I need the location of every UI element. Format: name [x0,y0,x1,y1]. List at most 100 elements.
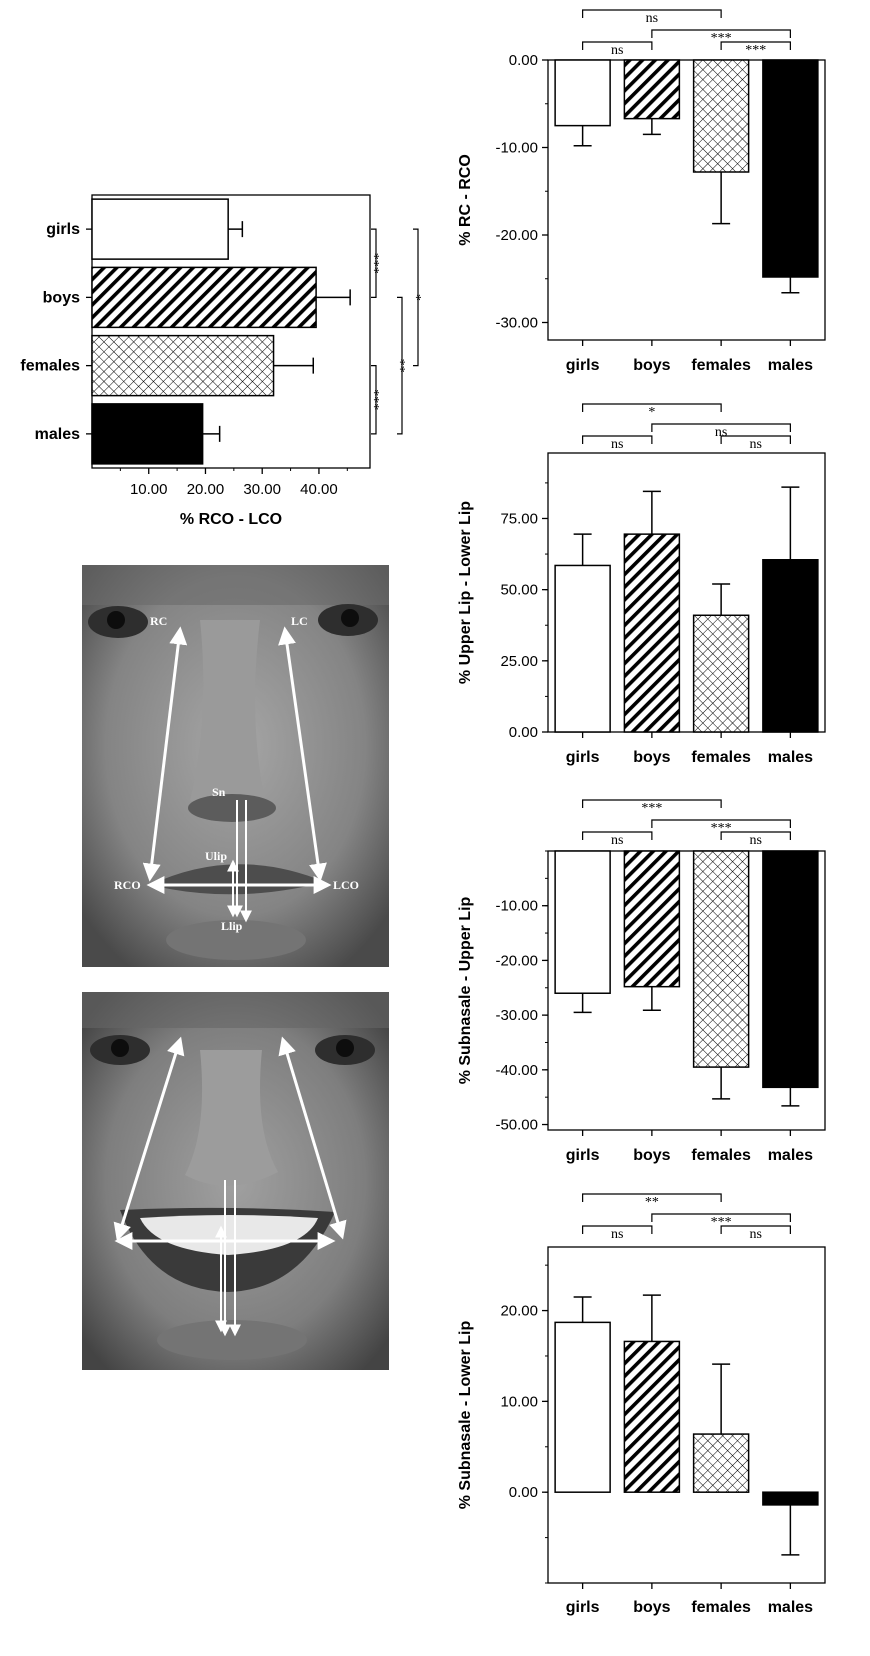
bar-boys [623,59,681,120]
lc-lco-line [278,626,327,882]
category-label-girls: girls [566,749,600,766]
neutral-photo-brow [82,565,389,605]
label-sn: Sn [212,785,226,799]
category-label-girls: girls [566,1147,600,1164]
chart-subnasale-upper-lip: girls boys females males -10.00 -20.00 -30.00 -… [457,799,826,1164]
smiling-left-pupil [111,1039,129,1057]
significance-label: ns [611,43,623,58]
label-rc: RC [150,614,167,628]
significance-label: ** [645,1195,659,1210]
plot-frame [547,59,826,341]
smiling-photo-brow [82,992,389,1028]
significance-bracket [371,365,377,435]
significance-bracket [582,1225,653,1234]
label-ulip: Ulip [205,849,227,863]
significance-label: * [408,294,423,301]
x-tick-label: 40.00 [300,481,338,498]
bar-girls [91,198,229,260]
neutral-right-pupil [341,609,359,627]
y-axis-label: % RC - RCO [457,154,474,246]
y-tick-label: 25.00 [500,653,538,670]
x-axis-label: % RCO - LCO [180,511,282,528]
y-tick-label: -10.00 [495,140,538,157]
category-label-females: females [691,357,751,374]
y-tick-label: -30.00 [495,315,538,332]
significance-bracket [582,41,653,50]
smiling-right-pupil [336,1039,354,1057]
significance-label: *** [711,31,732,46]
y-tick-label: -20.00 [495,227,538,244]
plot-frame [547,850,826,1131]
category-label-boys: boys [633,1599,670,1616]
y-tick-label: -20.00 [495,952,538,969]
significance-label: ns [750,1227,762,1242]
label-rco: RCO [114,878,141,892]
significance-label: ** [392,359,407,373]
category-label-males: males [768,1599,813,1616]
smiling-chin [157,1320,307,1360]
significance-label: *** [366,253,381,274]
category-label-girls: girls [566,1599,600,1616]
category-label-females: females [691,749,751,766]
significance-bracket [651,29,791,38]
significance-label: ns [715,425,727,440]
significance-label: *** [641,801,662,816]
bar-boys [623,533,681,733]
bar-females [91,334,275,397]
smiling-nose [185,1050,278,1186]
face-photo-smiling [82,992,389,1370]
significance-bracket [397,296,403,435]
significance-label: *** [366,389,381,410]
significance-bracket [582,435,653,444]
significance-label: ns [750,833,762,848]
significance-bracket [651,423,791,432]
chart-rco-lco: girls boys females males 10.00 20.00 30.00 40.0… [20,194,423,528]
bar-males [762,59,819,278]
x-tick-label: 20.00 [187,481,225,498]
label-lc: LC [291,614,308,628]
significance-label: ns [646,11,658,26]
significance-label: ns [611,437,623,452]
y-axis-label: % Upper Lip - Lower Lip [457,501,474,684]
significance-bracket [651,819,791,828]
bar-females [692,59,750,173]
significance-label: ns [611,833,623,848]
category-label-girls: girls [46,221,80,238]
y-axis-label: % Subnasale - Lower Lip [457,1321,474,1510]
significance-bracket [582,403,722,412]
significance-bracket [413,228,419,367]
significance-bracket [720,1225,791,1234]
y-tick-label: 50.00 [500,582,538,599]
y-tick-label: 0.00 [509,1484,538,1501]
smiling-measurement-lines [113,1036,347,1337]
category-label-girls: girls [566,357,600,374]
category-label-females: females [691,1599,751,1616]
significance-bracket [720,435,791,444]
y-tick-label: 0.00 [509,52,538,69]
neutral-nose [190,620,265,813]
smile-left-line [278,1036,347,1240]
category-label-males: males [35,426,80,443]
bar-girls [554,564,611,733]
face-photo-neutral: RC LC Sn Ulip RCO LCO Llip [82,565,389,967]
y-tick-label: -40.00 [495,1062,538,1079]
bar-females [692,614,750,733]
significance-label: ns [750,437,762,452]
plot-frame [547,1246,826,1584]
bar-girls [554,1321,611,1493]
y-tick-label: 75.00 [500,510,538,527]
category-label-females: females [20,358,80,375]
rc-rco-line [142,626,188,882]
label-llip: Llip [221,919,243,933]
chart-rc-rco: girls boys females males 0.00 -10.00 -20.00 -30… [457,9,826,374]
category-label-boys: boys [43,289,80,306]
significance-bracket [720,41,791,50]
y-axis-label: % Subnasale - Upper Lip [457,896,474,1084]
significance-label: *** [745,43,766,58]
category-label-males: males [768,1147,813,1164]
significance-label: *** [711,1215,732,1230]
chart-subnasale-lower-lip: girls boys females males 0.00 10.00 20.00 % Sub… [457,1193,826,1616]
category-label-boys: boys [633,357,670,374]
significance-bracket [720,831,791,840]
